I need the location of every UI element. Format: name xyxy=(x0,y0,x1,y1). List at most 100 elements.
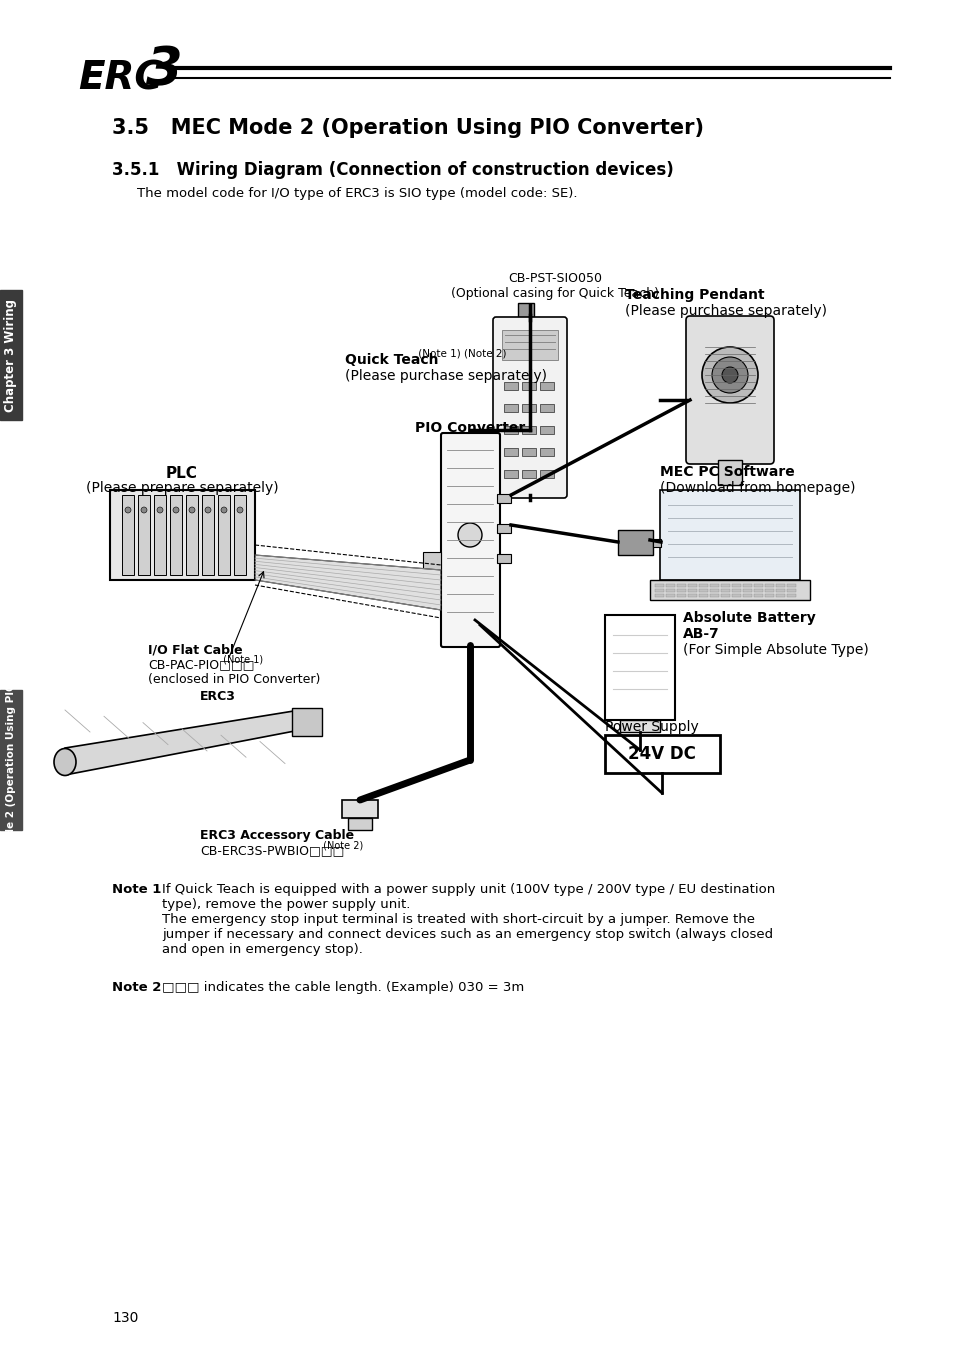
Text: (Please purchase separately): (Please purchase separately) xyxy=(624,304,826,319)
Bar xyxy=(742,594,751,597)
Bar xyxy=(720,594,729,597)
Circle shape xyxy=(205,508,211,513)
Bar xyxy=(699,589,707,593)
Bar xyxy=(497,494,511,504)
Polygon shape xyxy=(65,710,299,775)
Bar xyxy=(699,585,707,587)
Bar xyxy=(764,594,773,597)
Bar xyxy=(539,382,554,390)
Bar xyxy=(665,585,675,587)
Bar xyxy=(539,427,554,433)
Text: ERC3 Accessory Cable: ERC3 Accessory Cable xyxy=(200,829,354,841)
FancyBboxPatch shape xyxy=(493,317,566,498)
Bar xyxy=(122,495,133,575)
Text: (enclosed in PIO Converter): (enclosed in PIO Converter) xyxy=(148,674,320,687)
Bar xyxy=(503,470,517,478)
Bar xyxy=(619,720,659,732)
Bar xyxy=(655,594,663,597)
Bar xyxy=(497,524,511,533)
Text: (Download from homepage): (Download from homepage) xyxy=(659,481,855,495)
Bar xyxy=(233,495,246,575)
Bar xyxy=(753,589,762,593)
Bar xyxy=(604,616,675,720)
Text: I/O Flat Cable: I/O Flat Cable xyxy=(148,644,242,656)
FancyBboxPatch shape xyxy=(659,490,800,580)
Bar xyxy=(521,448,536,456)
Text: If Quick Teach is equipped with a power supply unit (100V type / 200V type / EU : If Quick Teach is equipped with a power … xyxy=(162,883,775,956)
FancyBboxPatch shape xyxy=(685,316,773,464)
Bar xyxy=(764,585,773,587)
Bar xyxy=(753,594,762,597)
Text: (Note 1) (Note 2): (Note 1) (Note 2) xyxy=(415,348,506,358)
FancyBboxPatch shape xyxy=(440,433,499,647)
Bar xyxy=(775,594,784,597)
Bar xyxy=(742,585,751,587)
Text: AB-7: AB-7 xyxy=(682,626,719,641)
Circle shape xyxy=(157,508,163,513)
Bar xyxy=(604,734,720,774)
Text: (Please purchase separately): (Please purchase separately) xyxy=(345,369,546,383)
Polygon shape xyxy=(254,555,440,610)
Bar xyxy=(720,589,729,593)
Text: Note 2: Note 2 xyxy=(112,981,161,994)
Bar xyxy=(503,427,517,433)
Bar xyxy=(503,448,517,456)
Bar xyxy=(539,404,554,412)
Text: 3.5 MEC Mode 2 (Operation Using PIO Converter): 3.5 MEC Mode 2 (Operation Using PIO Conv… xyxy=(6,616,16,904)
Bar xyxy=(655,585,663,587)
Bar xyxy=(521,470,536,478)
Text: Chapter 3 Wiring: Chapter 3 Wiring xyxy=(5,298,17,412)
Text: The model code for I/O type of ERC3 is SIO type (model code: SE).: The model code for I/O type of ERC3 is S… xyxy=(137,186,577,200)
Bar xyxy=(153,495,166,575)
Bar xyxy=(503,404,517,412)
Bar xyxy=(775,589,784,593)
Bar xyxy=(503,382,517,390)
Bar xyxy=(731,589,740,593)
Bar xyxy=(186,495,198,575)
Text: □□□ indicates the cable length. (Example) 030 = 3m: □□□ indicates the cable length. (Example… xyxy=(162,981,524,994)
Bar xyxy=(341,801,377,818)
Bar xyxy=(497,554,511,563)
Text: 3.5.1   Wiring Diagram (Connection of construction devices): 3.5.1 Wiring Diagram (Connection of cons… xyxy=(112,161,673,180)
Bar xyxy=(517,302,534,319)
Bar xyxy=(786,594,795,597)
Circle shape xyxy=(221,508,227,513)
Circle shape xyxy=(172,508,179,513)
Bar xyxy=(170,495,182,575)
Circle shape xyxy=(125,508,131,513)
Text: Absolute Battery: Absolute Battery xyxy=(682,612,815,625)
Bar xyxy=(677,594,685,597)
Bar xyxy=(521,427,536,433)
Bar xyxy=(699,594,707,597)
Bar xyxy=(720,585,729,587)
FancyBboxPatch shape xyxy=(649,580,809,599)
Bar xyxy=(786,585,795,587)
Text: Teaching Pendant: Teaching Pendant xyxy=(624,288,763,302)
Bar xyxy=(218,495,230,575)
Text: ERC3: ERC3 xyxy=(200,690,235,703)
Text: 130: 130 xyxy=(112,1311,138,1324)
Ellipse shape xyxy=(54,748,76,775)
Bar xyxy=(709,585,719,587)
Text: Power Supply: Power Supply xyxy=(604,720,698,734)
Bar xyxy=(677,589,685,593)
Bar xyxy=(753,585,762,587)
Circle shape xyxy=(236,508,243,513)
Circle shape xyxy=(711,356,747,393)
Text: 3: 3 xyxy=(146,45,183,96)
Bar xyxy=(665,589,675,593)
Text: (Optional casing for Quick Teach): (Optional casing for Quick Teach) xyxy=(451,288,659,301)
Bar xyxy=(521,382,536,390)
Bar xyxy=(709,594,719,597)
Text: CB-PAC-PIO□□□: CB-PAC-PIO□□□ xyxy=(148,659,254,671)
Circle shape xyxy=(189,508,194,513)
Text: CB-PST-SIO050: CB-PST-SIO050 xyxy=(507,271,601,285)
Text: (For Simple Absolute Type): (For Simple Absolute Type) xyxy=(682,643,868,657)
Text: Note 1: Note 1 xyxy=(112,883,161,896)
Bar xyxy=(618,531,652,555)
Bar xyxy=(0,290,22,420)
Bar xyxy=(687,585,697,587)
Bar xyxy=(501,329,558,360)
Bar xyxy=(292,707,322,736)
Bar xyxy=(202,495,213,575)
